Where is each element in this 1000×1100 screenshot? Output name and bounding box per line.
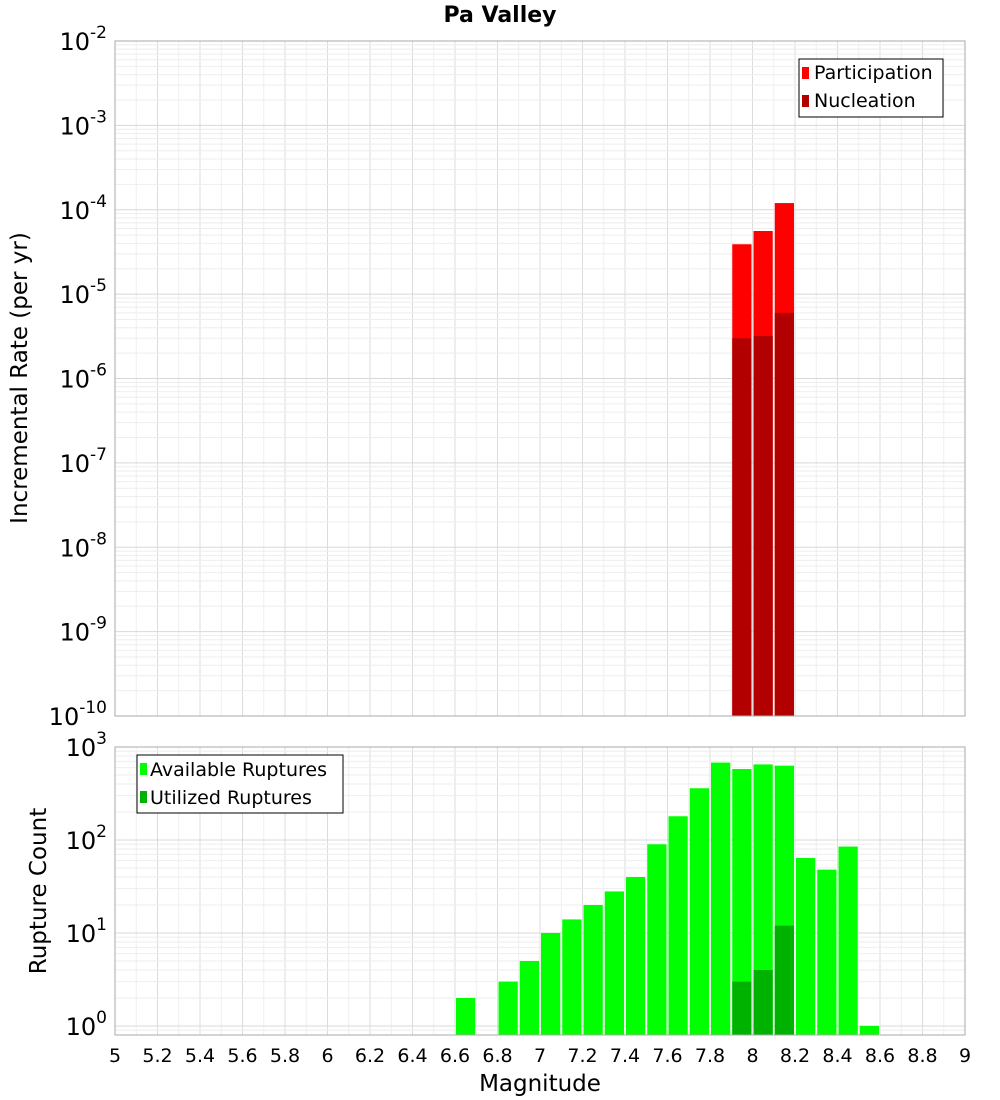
x-tick-label: 6.6 xyxy=(440,1045,470,1067)
bar-available-ruptures xyxy=(817,869,837,1035)
bar-nucleation xyxy=(732,338,752,716)
legend-swatch-nucleation xyxy=(802,95,809,107)
rupture-legend: Available Ruptures Utilized Ruptures xyxy=(136,754,344,814)
x-tick-label: 7.4 xyxy=(610,1045,640,1067)
bar-available-ruptures xyxy=(498,981,518,1035)
x-tick-label: 8.4 xyxy=(822,1045,852,1067)
x-tick-label: 7.8 xyxy=(695,1045,725,1067)
bar-available-ruptures xyxy=(711,762,731,1035)
x-tick-label: 5.4 xyxy=(185,1045,215,1067)
legend-label-available: Available Ruptures xyxy=(150,759,327,781)
bar-nucleation xyxy=(774,312,794,716)
bar-available-ruptures xyxy=(647,844,667,1035)
x-tick-label: 7.2 xyxy=(567,1045,597,1067)
rate-grid xyxy=(114,40,966,717)
x-tick-label: 6.4 xyxy=(397,1045,427,1067)
x-tick-label: 6.8 xyxy=(482,1045,512,1067)
x-tick-label: 5 xyxy=(109,1045,121,1067)
x-tick-label: 8.6 xyxy=(865,1045,895,1067)
rupture-bars xyxy=(456,762,879,1035)
rate-legend: Participation Nucleation xyxy=(798,58,944,118)
y-tick-label: 10-2 xyxy=(60,23,108,56)
x-tick-label: 8 xyxy=(746,1045,758,1067)
y-tick-label: 102 xyxy=(66,822,107,855)
bar-available-ruptures xyxy=(562,919,582,1035)
y-tick-label: 10-9 xyxy=(60,614,108,647)
legend-label-nucleation: Nucleation xyxy=(814,90,916,112)
bar-available-ruptures xyxy=(583,904,603,1035)
y-tick-label: 101 xyxy=(66,915,107,948)
x-tick-label: 5.2 xyxy=(142,1045,172,1067)
x-tick-label: 7.6 xyxy=(652,1045,682,1067)
rupture-y-axis-label: Rupture Count xyxy=(26,808,52,974)
bar-available-ruptures xyxy=(753,764,773,1035)
x-tick-label: 9 xyxy=(959,1045,971,1067)
x-tick-label: 5.8 xyxy=(270,1045,300,1067)
legend-swatch-utilized xyxy=(140,791,147,803)
x-tick-label: 8.8 xyxy=(907,1045,937,1067)
x-tick-label: 5.6 xyxy=(227,1045,257,1067)
bar-available-ruptures xyxy=(668,816,688,1035)
y-tick-label: 103 xyxy=(66,729,107,762)
rate-bars xyxy=(732,203,794,717)
y-tick-label: 10-4 xyxy=(60,192,108,225)
bar-available-ruptures xyxy=(859,1025,879,1035)
bar-available-ruptures xyxy=(838,846,858,1035)
bar-available-ruptures xyxy=(456,997,476,1035)
bar-available-ruptures xyxy=(519,960,539,1035)
chart-title: Pa Valley xyxy=(443,3,556,28)
bar-available-ruptures xyxy=(604,891,624,1035)
bar-available-ruptures xyxy=(626,877,646,1035)
legend-label-participation: Participation xyxy=(814,62,933,84)
magnitude-tick-labels: 5 5.2 5.4 5.6 5.8 6 6.2 6.4 6.6 6.8 7 7.2 7.4 7.6 7.8 8… xyxy=(109,1045,971,1067)
legend-swatch-participation xyxy=(802,67,809,79)
bar-available-ruptures xyxy=(541,932,561,1035)
rate-y-axis-label: Incremental Rate (per yr) xyxy=(7,232,33,524)
y-tick-label: 10-10 xyxy=(49,698,107,731)
rate-y-tick-labels: 10-10 10-9 10-8 10-7 10-6 10-5 10-4 10-3 10-2 xyxy=(49,23,107,731)
bar-utilized-ruptures xyxy=(774,925,794,1035)
rate-panel: 10-10 10-9 10-8 10-7 10-6 10-5 10-4 10-3 10-2 In… xyxy=(7,23,966,731)
y-tick-label: 10-7 xyxy=(60,445,108,478)
x-tick-label: 6.2 xyxy=(355,1045,385,1067)
x-axis-label: Magnitude xyxy=(479,1071,601,1097)
x-tick-label: 7 xyxy=(534,1045,546,1067)
bar-available-ruptures xyxy=(796,858,816,1035)
y-tick-label: 10-3 xyxy=(60,107,108,140)
rupture-count-panel: 100 101 102 103 5 5.2 5.4 5.6 5.8 6 6.2 6.4 6.6 6.8 7… xyxy=(26,729,971,1097)
bar-utilized-ruptures xyxy=(753,969,773,1035)
bar-nucleation xyxy=(753,335,773,716)
legend-label-utilized: Utilized Ruptures xyxy=(150,787,312,809)
bar-available-ruptures xyxy=(689,788,709,1035)
y-tick-label: 10-6 xyxy=(60,361,108,394)
rupture-y-tick-labels: 100 101 102 103 xyxy=(66,729,107,1041)
x-tick-label: 8.2 xyxy=(780,1045,810,1067)
x-tick-label: 6 xyxy=(321,1045,333,1067)
bar-available-ruptures xyxy=(732,769,752,1035)
y-tick-label: 10-8 xyxy=(60,529,108,562)
y-tick-label: 100 xyxy=(66,1008,107,1041)
bar-utilized-ruptures xyxy=(732,981,752,1035)
y-tick-label: 10-5 xyxy=(60,276,108,309)
legend-swatch-available xyxy=(140,763,147,775)
